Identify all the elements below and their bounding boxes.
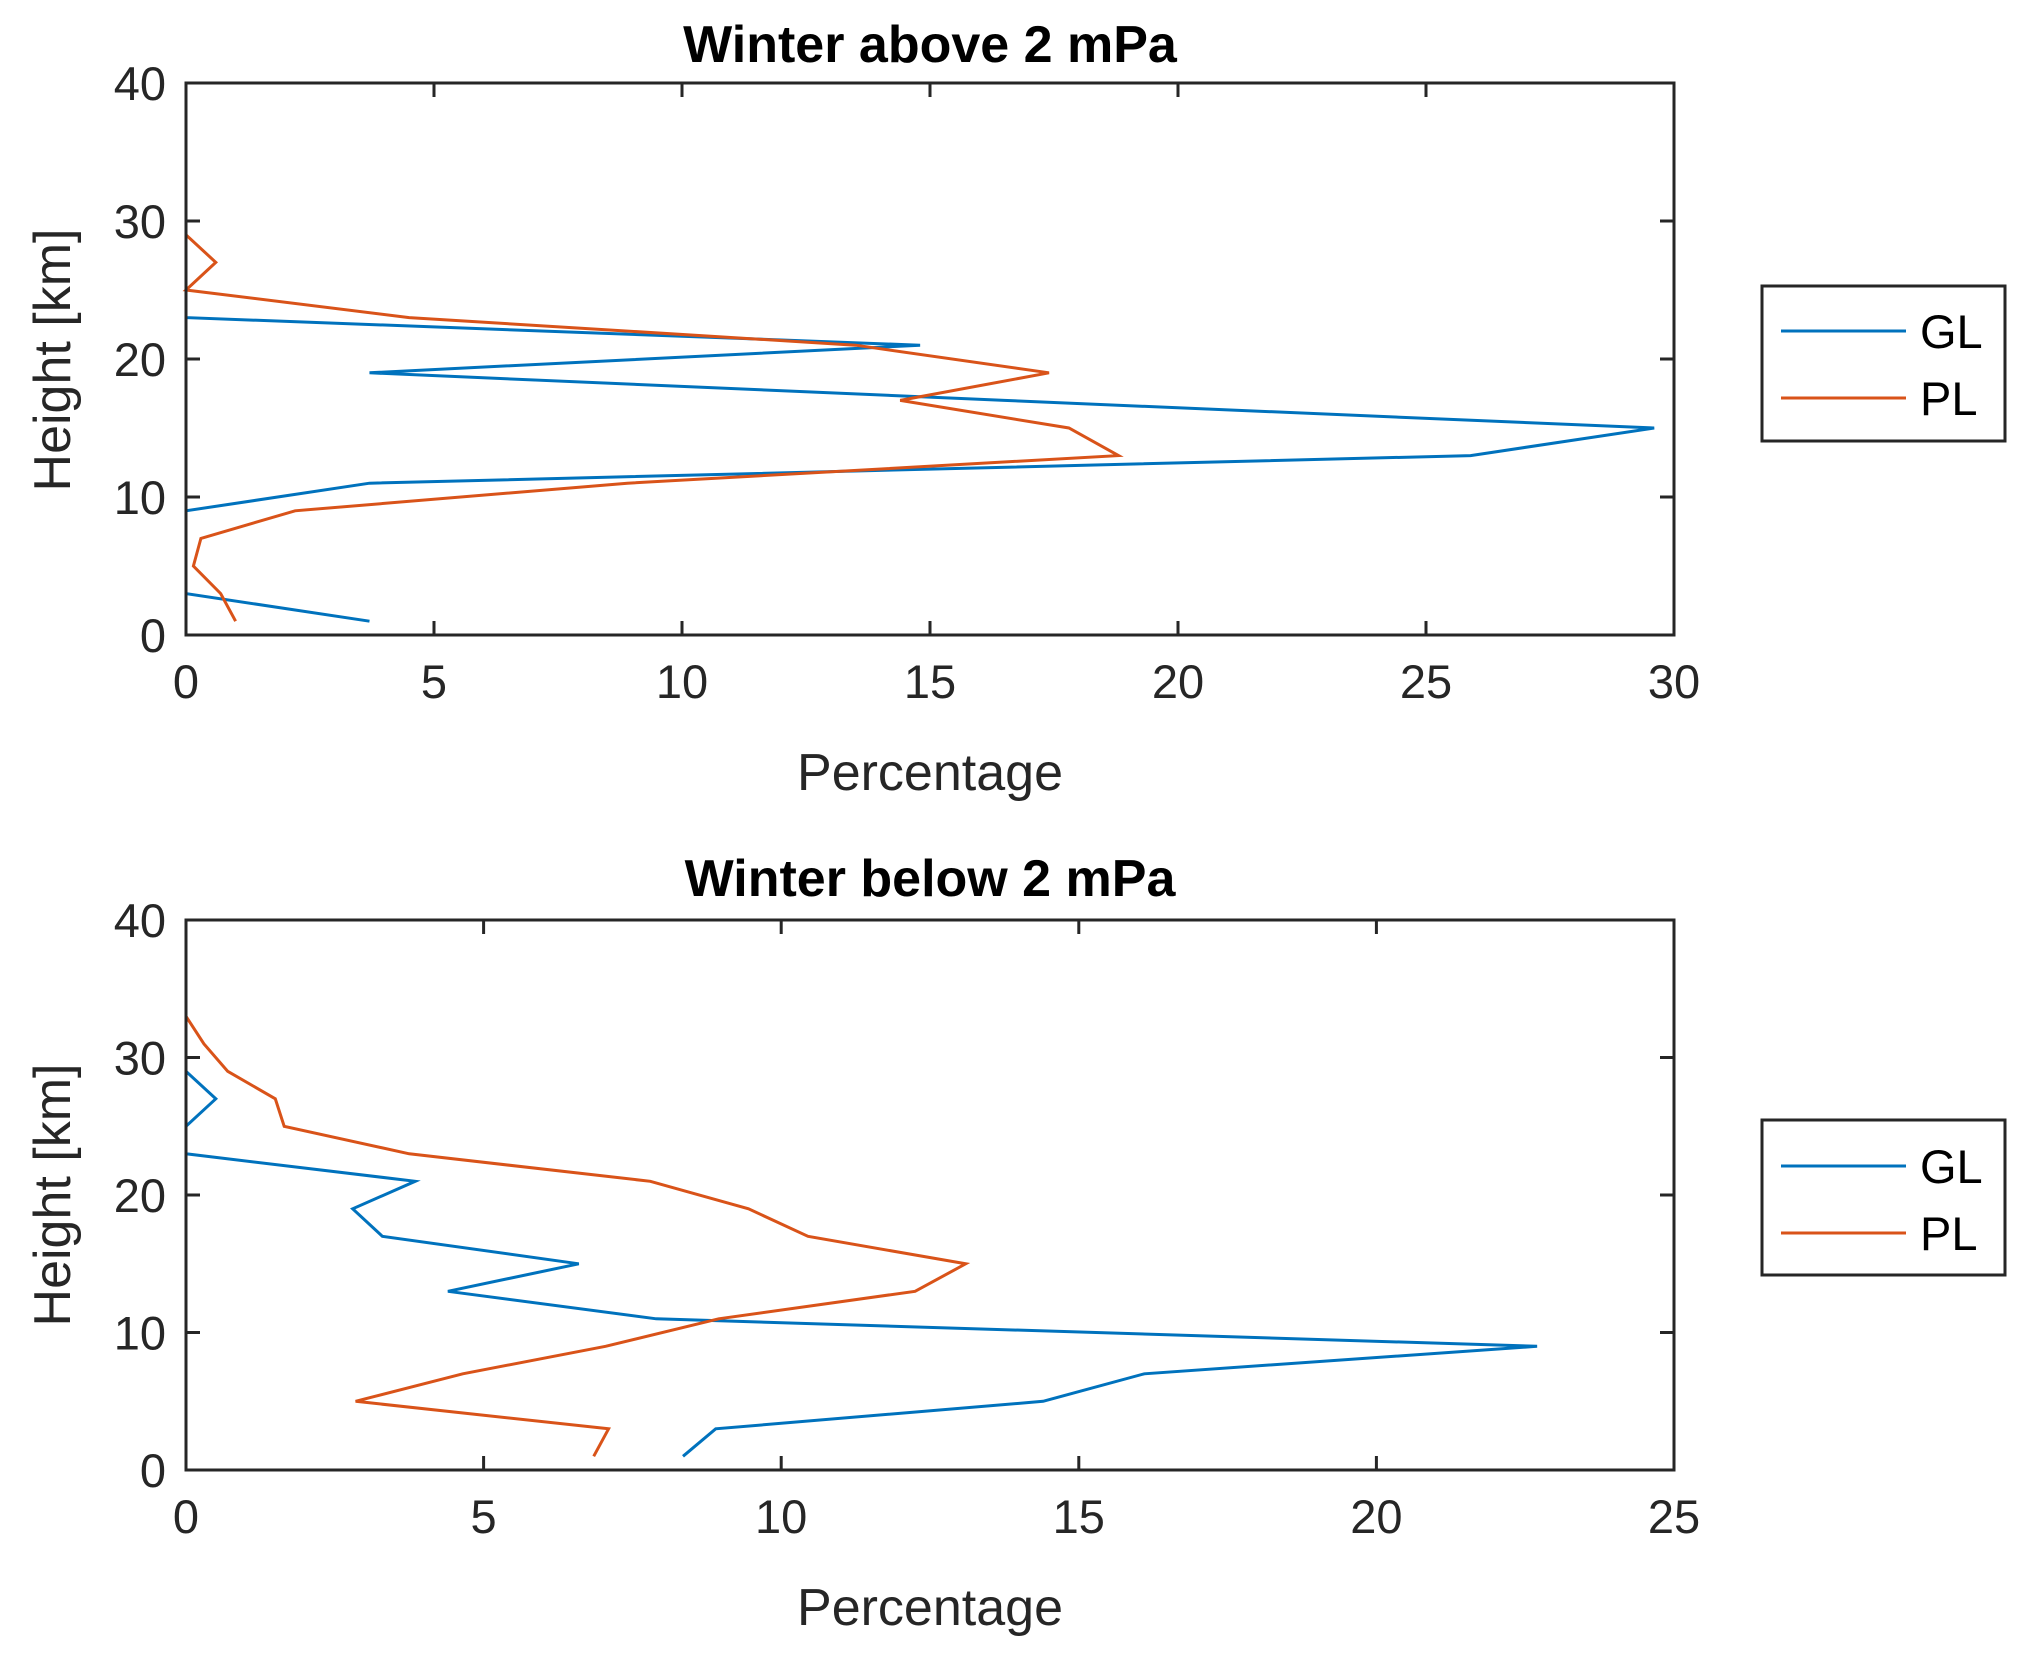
series-line-pl xyxy=(182,152,1124,622)
x-tick-label: 30 xyxy=(1648,655,1700,708)
legend-label-gl: GL xyxy=(1920,305,1983,358)
y-axis-label: Height [km] xyxy=(24,229,82,492)
x-tick-label: 25 xyxy=(1648,1490,1700,1543)
x-axis-label: Percentage xyxy=(797,1579,1063,1637)
tick-labels: 0 5 10 15 20 25 0 10 20 30 40 xyxy=(114,894,1700,1543)
x-tick-label: 0 xyxy=(173,655,199,708)
axes-box xyxy=(184,81,1676,637)
x-tick-label: 25 xyxy=(1400,655,1452,708)
x-tick-label: 0 xyxy=(173,1490,199,1543)
chart-title: Winter above 2 mPa xyxy=(683,16,1178,74)
x-tick-label: 5 xyxy=(471,1490,497,1543)
y-tick-label: 30 xyxy=(114,195,166,248)
x-tick-label: 10 xyxy=(656,655,708,708)
plot-area xyxy=(182,81,1676,637)
y-tick-label: 30 xyxy=(114,1032,166,1085)
y-tick-label: 20 xyxy=(114,333,166,386)
x-tick-label: 10 xyxy=(755,1490,807,1543)
y-tick-label: 10 xyxy=(114,471,166,524)
x-tick-label: 15 xyxy=(1053,1490,1105,1543)
x-axis-label: Percentage xyxy=(797,744,1063,802)
series-line-gl xyxy=(184,1016,1538,1458)
panel-winter-above: Winter above 2 mPa Percentage Height [km… xyxy=(24,16,2007,802)
y-tick-label: 40 xyxy=(114,894,166,947)
legend-box xyxy=(1760,284,2007,443)
x-tick-label: 20 xyxy=(1152,655,1204,708)
legend-label-gl: GL xyxy=(1920,1140,1983,1193)
y-tick-label: 0 xyxy=(140,1444,166,1497)
legend: GL PL xyxy=(1760,1118,2007,1277)
legend-label-pl: PL xyxy=(1920,372,1978,425)
x-tick-label: 15 xyxy=(904,655,956,708)
legend-label-pl: PL xyxy=(1920,1207,1978,1260)
y-tick-label: 40 xyxy=(114,57,166,110)
y-tick-label: 20 xyxy=(114,1169,166,1222)
plot-area xyxy=(184,918,1676,1472)
tick-labels: 0 5 10 15 20 25 30 0 10 20 30 40 xyxy=(114,57,1700,708)
series-line-pl xyxy=(184,988,971,1458)
series-line-gl xyxy=(184,234,1655,623)
legend-box xyxy=(1760,1118,2007,1277)
y-tick-label: 0 xyxy=(140,609,166,662)
legend: GL PL xyxy=(1760,284,2007,443)
x-tick-label: 5 xyxy=(421,655,447,708)
y-axis-label: Height [km] xyxy=(24,1064,82,1327)
panel-winter-below: Winter below 2 mPa Percentage Height [km… xyxy=(24,850,2007,1637)
chart-title: Winter below 2 mPa xyxy=(685,850,1177,908)
x-tick-label: 20 xyxy=(1350,1490,1402,1543)
y-tick-label: 10 xyxy=(114,1307,166,1360)
